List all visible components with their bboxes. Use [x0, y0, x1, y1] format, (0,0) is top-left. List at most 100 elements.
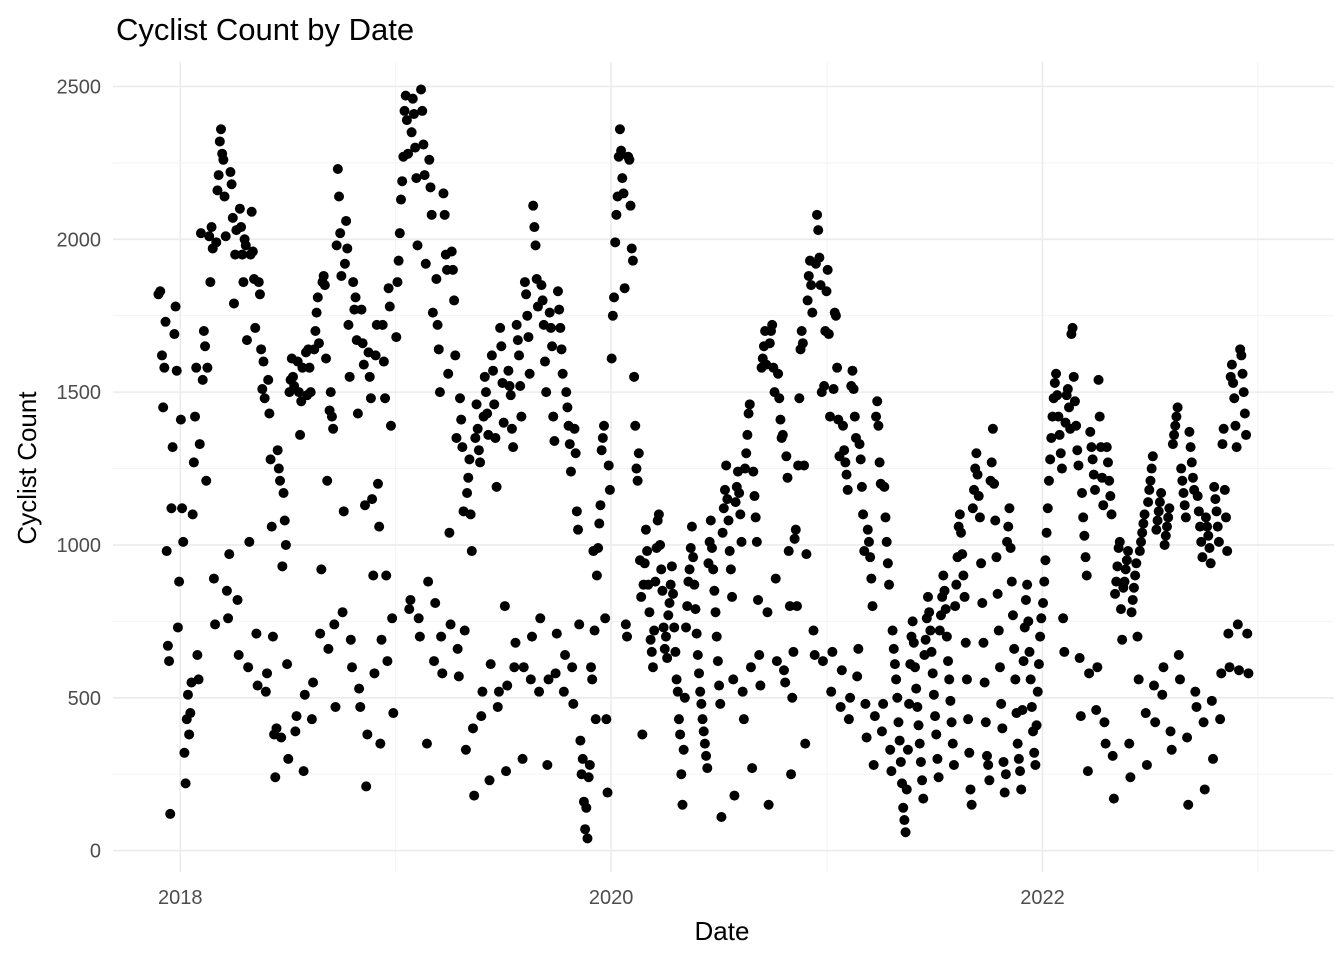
data-point	[473, 445, 484, 456]
data-point	[817, 656, 828, 667]
data-point	[762, 607, 773, 618]
data-point	[723, 515, 734, 526]
axis-tick-labels: 0 500 1000 1500 2000 2500 2018 2020 2022	[57, 76, 1065, 909]
data-point	[526, 631, 537, 642]
data-point	[460, 744, 471, 755]
data-point	[983, 760, 994, 771]
data-point	[1232, 619, 1243, 630]
data-point	[321, 353, 332, 364]
data-point	[236, 222, 247, 233]
data-point	[370, 350, 381, 361]
data-point	[1084, 668, 1095, 679]
data-point	[874, 457, 885, 468]
y-tick-label: 500	[68, 688, 101, 710]
data-point	[1015, 766, 1026, 777]
data-point	[943, 656, 954, 667]
data-point	[230, 249, 241, 260]
data-point	[728, 674, 739, 685]
data-point	[270, 772, 281, 783]
data-point	[551, 628, 562, 639]
data-point	[734, 487, 745, 498]
data-point	[600, 613, 611, 624]
data-point	[164, 656, 175, 667]
data-point	[735, 509, 746, 520]
data-point	[721, 460, 732, 471]
data-point	[1147, 451, 1158, 462]
data-point	[543, 674, 554, 685]
data-point	[523, 332, 534, 343]
data-point	[1158, 662, 1169, 673]
data-point	[681, 622, 692, 633]
data-point	[1185, 442, 1196, 453]
data-point	[1099, 717, 1110, 728]
data-point	[188, 457, 199, 468]
data-point	[1146, 463, 1157, 474]
data-point	[315, 628, 326, 639]
data-point	[384, 301, 395, 312]
data-point	[893, 717, 904, 728]
data-point	[430, 598, 441, 609]
data-point	[158, 402, 169, 413]
data-point	[966, 799, 977, 810]
data-point	[393, 255, 404, 266]
data-point	[331, 240, 342, 251]
data-point	[595, 500, 606, 511]
data-point	[917, 775, 928, 786]
data-point	[659, 643, 670, 654]
data-point	[1042, 503, 1053, 514]
data-point	[243, 662, 254, 673]
data-point	[778, 665, 789, 676]
data-point	[587, 674, 598, 685]
data-point	[547, 341, 558, 352]
data-point	[348, 277, 359, 288]
data-point	[293, 387, 304, 398]
data-point	[800, 738, 811, 749]
data-point	[359, 500, 370, 511]
data-point	[1237, 368, 1248, 379]
data-point	[771, 656, 782, 667]
data-point	[865, 552, 876, 563]
data-point	[228, 298, 239, 309]
data-point	[614, 124, 625, 135]
data-point	[374, 521, 385, 532]
data-point	[1045, 454, 1056, 465]
data-point	[649, 625, 660, 636]
data-point	[1114, 536, 1125, 547]
data-point	[198, 325, 209, 336]
data-point	[225, 167, 236, 178]
data-point	[529, 222, 540, 233]
data-point	[620, 619, 631, 630]
data-point	[1032, 686, 1043, 697]
data-point	[368, 570, 379, 581]
data-point	[855, 454, 866, 465]
data-point	[1082, 766, 1093, 777]
data-point	[404, 604, 415, 615]
data-point	[1030, 760, 1041, 771]
data-point	[1092, 662, 1103, 673]
data-point	[1098, 500, 1109, 511]
data-point	[279, 515, 290, 526]
data-point	[918, 793, 929, 804]
data-point	[536, 280, 547, 291]
data-point	[784, 601, 795, 612]
data-point	[311, 307, 322, 318]
data-point	[1056, 463, 1067, 474]
data-point	[744, 399, 755, 410]
data-point	[657, 585, 668, 596]
data-point	[950, 601, 961, 612]
data-point	[159, 362, 170, 373]
data-point	[200, 341, 211, 352]
data-point	[1102, 457, 1113, 468]
data-point	[718, 503, 729, 514]
y-tick-label: 1000	[57, 535, 102, 557]
data-point	[446, 246, 457, 257]
data-point	[204, 231, 215, 242]
data-point	[650, 576, 661, 587]
data-point	[1196, 536, 1207, 547]
data-point	[725, 564, 736, 575]
data-point	[842, 484, 853, 495]
data-point	[295, 429, 306, 440]
data-point	[310, 325, 321, 336]
data-point	[782, 472, 793, 483]
data-point	[232, 594, 243, 605]
